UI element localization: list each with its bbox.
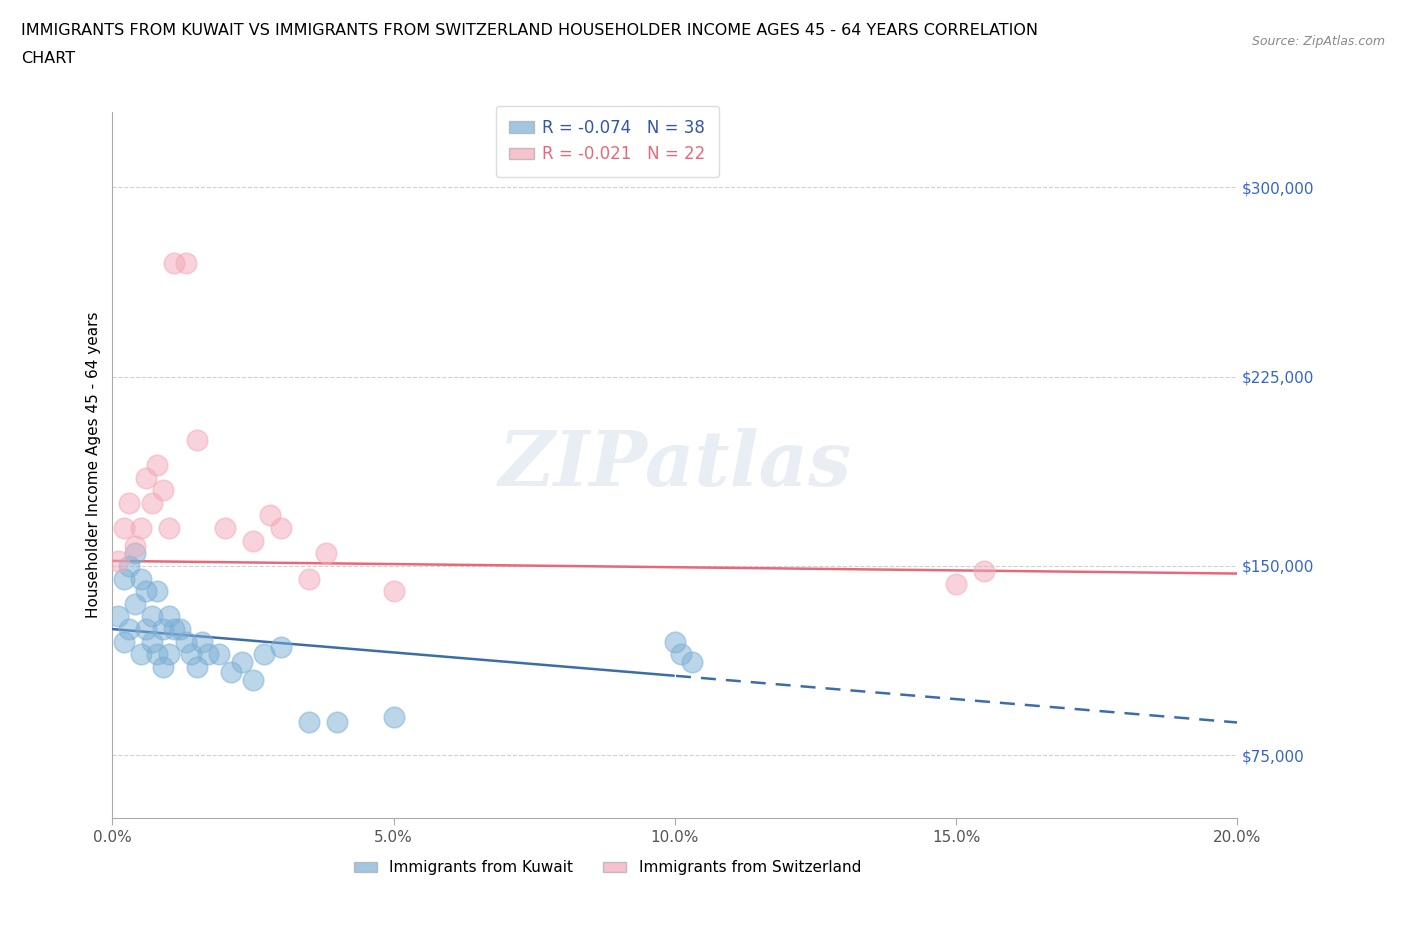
Point (135, 584, 157, 599)
Point (174, 256, 197, 271)
Point (669, 647, 692, 662)
Point (174, 634, 197, 649)
Point (945, 577, 967, 591)
Point (124, 596, 146, 611)
Point (118, 621, 141, 636)
Point (112, 634, 135, 649)
Point (124, 538, 146, 553)
Point (163, 256, 186, 271)
Point (242, 672, 264, 687)
Text: ZIPatlas: ZIPatlas (498, 428, 852, 502)
Point (298, 571, 321, 586)
Point (146, 584, 169, 599)
Point (298, 715, 321, 730)
Point (112, 521, 135, 536)
Point (157, 609, 180, 624)
Point (191, 634, 214, 649)
Point (107, 609, 129, 624)
Point (141, 609, 163, 624)
Point (135, 621, 157, 636)
Point (152, 659, 174, 674)
Point (169, 621, 191, 636)
Text: CHART: CHART (21, 51, 75, 66)
Point (253, 647, 276, 662)
Point (129, 647, 152, 662)
Point (124, 546, 146, 561)
Point (270, 521, 292, 536)
Point (186, 432, 208, 447)
Y-axis label: Householder Income Ages 45 - 64 years: Householder Income Ages 45 - 64 years (86, 312, 101, 618)
Point (163, 621, 186, 636)
Point (270, 639, 292, 654)
Text: IMMIGRANTS FROM KUWAIT VS IMMIGRANTS FROM SWITZERLAND HOUSEHOLDER INCOME AGES 45: IMMIGRANTS FROM KUWAIT VS IMMIGRANTS FRO… (21, 23, 1038, 38)
Point (129, 521, 152, 536)
Point (157, 521, 180, 536)
Point (382, 584, 405, 599)
Point (141, 496, 163, 511)
Point (664, 634, 686, 649)
Text: Source: ZipAtlas.com: Source: ZipAtlas.com (1251, 35, 1385, 48)
Legend: Immigrants from Kuwait, Immigrants from Switzerland: Immigrants from Kuwait, Immigrants from … (347, 855, 868, 882)
Point (146, 647, 169, 662)
Point (186, 659, 208, 674)
Point (118, 559, 141, 574)
Point (219, 665, 242, 680)
Point (107, 553, 129, 568)
Point (326, 715, 349, 730)
Point (973, 564, 995, 578)
Point (214, 521, 236, 536)
Point (208, 647, 231, 662)
Point (112, 571, 135, 586)
Point (146, 458, 169, 472)
Point (135, 471, 157, 485)
Point (141, 634, 163, 649)
Point (152, 621, 174, 636)
Point (180, 647, 202, 662)
Point (382, 710, 405, 724)
Point (315, 546, 337, 561)
Point (129, 571, 152, 586)
Point (118, 496, 141, 511)
Point (259, 508, 281, 523)
Point (157, 647, 180, 662)
Point (242, 533, 264, 548)
Point (197, 647, 219, 662)
Point (152, 483, 174, 498)
Point (231, 655, 253, 670)
Point (681, 655, 703, 670)
